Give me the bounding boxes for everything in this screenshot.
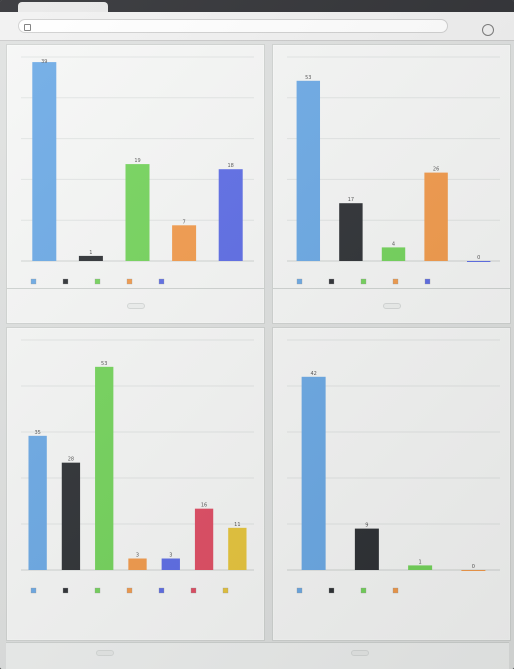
chart-1-caption-text [126, 303, 145, 309]
legend-swatch [392, 587, 399, 594]
bar-data-label: 16 [201, 503, 207, 509]
bar [461, 570, 486, 571]
chart-2-caption [273, 288, 510, 323]
legend-swatch [296, 278, 303, 285]
browser-toolbar [0, 12, 514, 41]
bar [218, 169, 243, 261]
bar [408, 565, 433, 570]
legend-swatch [190, 587, 197, 594]
bar-data-label: 39 [41, 59, 47, 65]
legend-swatch [126, 587, 133, 594]
browser-tab[interactable] [18, 2, 108, 12]
bar [381, 247, 406, 261]
legend-swatch [360, 278, 367, 285]
bar [28, 435, 47, 570]
legend-swatch [296, 587, 303, 594]
bar-data-label: 28 [68, 457, 74, 463]
legend-swatch [30, 587, 37, 594]
address-bar[interactable] [18, 19, 448, 33]
bar-data-label: 1 [89, 250, 92, 256]
bar [466, 261, 491, 262]
bar-data-label: 3 [136, 553, 139, 559]
legend-swatch [62, 587, 69, 594]
bar [128, 558, 147, 570]
chart-3: 35 28 53 3 3 16 11 [21, 339, 254, 594]
refresh-icon[interactable] [482, 24, 494, 36]
bar [172, 225, 197, 261]
legend-swatch [30, 278, 37, 285]
bar [354, 528, 379, 570]
legend-swatch [62, 278, 69, 285]
bar [78, 255, 103, 261]
bar-data-label: 3 [169, 553, 172, 559]
legend-swatch [392, 278, 399, 285]
chart-4-caption-text [351, 650, 369, 656]
legend-swatch [222, 587, 229, 594]
bar-data-label: 35 [34, 430, 40, 436]
chart-card-2: 53 17 4 26 0 [272, 44, 511, 324]
bar [301, 376, 326, 570]
legend-swatch [360, 587, 367, 594]
bar-data-label: 42 [310, 371, 316, 377]
bar-data-label: 26 [433, 167, 439, 173]
chart-4: 42 9 1 0 [287, 339, 500, 594]
legend-swatch [126, 278, 133, 285]
chart-1-caption [7, 288, 264, 323]
chart-3-caption-text [96, 650, 114, 656]
bar-data-label: 0 [477, 255, 480, 261]
lock-icon [24, 24, 31, 31]
bar [61, 462, 81, 570]
bar-data-label: 1 [419, 559, 422, 565]
bar-data-label: 0 [472, 564, 475, 570]
legend-swatch [158, 587, 165, 594]
bar [95, 366, 114, 570]
chart-card-1: 39 1 19 7 18 [6, 44, 265, 324]
bar [424, 172, 448, 261]
bar [161, 558, 180, 570]
bar [296, 80, 321, 261]
bar [125, 164, 150, 261]
chart-card-3: 35 28 53 3 3 16 11 [6, 327, 265, 641]
chart-card-4: 42 9 1 0 [272, 327, 511, 641]
bar-data-label: 7 [183, 219, 186, 225]
chart-2-caption-text [382, 303, 401, 309]
legend-swatch [328, 278, 335, 285]
legend-swatch [94, 587, 101, 594]
bar-data-label: 11 [234, 522, 240, 528]
bar-data-label: 18 [228, 163, 234, 169]
chart-1: 39 1 19 7 18 [21, 56, 254, 285]
bar-data-label: 53 [101, 361, 107, 367]
legend-swatch [424, 278, 431, 285]
bottom-captions [6, 642, 509, 669]
bar-data-label: 4 [392, 241, 395, 247]
legend-swatch [94, 278, 101, 285]
bar-data-label: 17 [348, 197, 354, 203]
chart-2: 53 17 4 26 0 [287, 56, 500, 285]
legend-swatch [158, 278, 165, 285]
legend-swatch [328, 587, 335, 594]
bar [194, 508, 214, 570]
bar [228, 527, 247, 570]
bar-data-label: 53 [305, 75, 311, 81]
bar [339, 203, 363, 261]
bar-data-label: 19 [134, 158, 140, 164]
bar [32, 62, 57, 261]
browser-tabstrip [0, 0, 514, 12]
bar-data-label: 9 [365, 523, 368, 529]
